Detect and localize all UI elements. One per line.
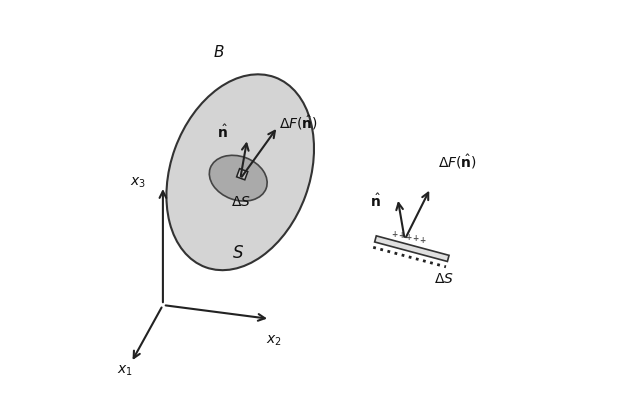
Text: $\Delta S$: $\Delta S$ xyxy=(435,272,454,286)
Text: $\Delta F(\hat{\mathbf{n}})$: $\Delta F(\hat{\mathbf{n}})$ xyxy=(279,113,318,131)
Text: $\hat{\mathbf{n}}$: $\hat{\mathbf{n}}$ xyxy=(370,193,381,210)
Text: +: + xyxy=(391,230,397,239)
Text: +: + xyxy=(419,235,426,244)
Ellipse shape xyxy=(166,75,314,271)
Text: $\Delta S$: $\Delta S$ xyxy=(231,194,251,208)
Text: $x_2$: $x_2$ xyxy=(266,332,282,347)
Text: +: + xyxy=(405,233,412,241)
Text: +: + xyxy=(398,231,404,240)
Polygon shape xyxy=(374,236,449,262)
Text: $x_1$: $x_1$ xyxy=(118,363,133,377)
Text: $S$: $S$ xyxy=(232,243,244,261)
Polygon shape xyxy=(236,169,248,180)
Text: $x_3$: $x_3$ xyxy=(130,175,146,189)
Ellipse shape xyxy=(210,156,267,202)
Text: +: + xyxy=(412,233,419,243)
Text: $B$: $B$ xyxy=(213,44,224,60)
Text: $\Delta F(\hat{\mathbf{n}})$: $\Delta F(\hat{\mathbf{n}})$ xyxy=(438,153,477,171)
Text: $\hat{\mathbf{n}}$: $\hat{\mathbf{n}}$ xyxy=(217,124,227,141)
